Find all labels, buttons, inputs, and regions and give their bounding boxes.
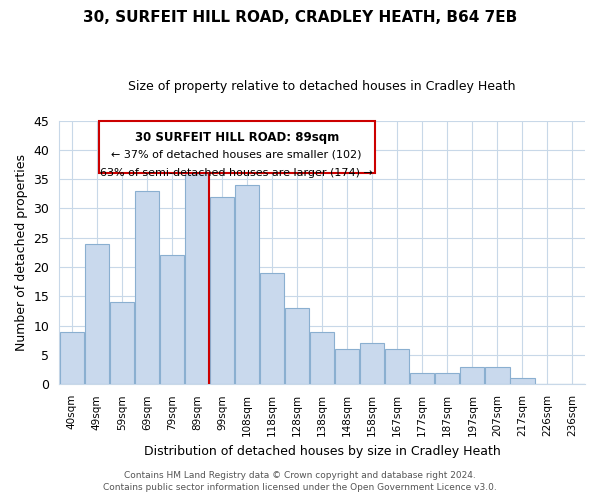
X-axis label: Distribution of detached houses by size in Cradley Heath: Distribution of detached houses by size … [144, 444, 500, 458]
Bar [460, 366, 484, 384]
Title: Size of property relative to detached houses in Cradley Heath: Size of property relative to detached ho… [128, 80, 516, 93]
Bar [435, 372, 460, 384]
Bar [410, 372, 434, 384]
Bar [160, 256, 184, 384]
Bar [260, 273, 284, 384]
Text: 30, SURFEIT HILL ROAD, CRADLEY HEATH, B64 7EB: 30, SURFEIT HILL ROAD, CRADLEY HEATH, B6… [83, 10, 517, 25]
Bar [510, 378, 535, 384]
Text: 63% of semi-detached houses are larger (174) →: 63% of semi-detached houses are larger (… [100, 168, 373, 178]
FancyBboxPatch shape [98, 120, 374, 174]
Bar [335, 349, 359, 384]
Bar [85, 244, 109, 384]
Bar [110, 302, 134, 384]
Bar [285, 308, 309, 384]
Bar [134, 191, 159, 384]
Text: Contains HM Land Registry data © Crown copyright and database right 2024.
Contai: Contains HM Land Registry data © Crown c… [103, 471, 497, 492]
Text: 30 SURFEIT HILL ROAD: 89sqm: 30 SURFEIT HILL ROAD: 89sqm [134, 131, 339, 144]
Bar [210, 197, 234, 384]
Y-axis label: Number of detached properties: Number of detached properties [15, 154, 28, 351]
Bar [235, 185, 259, 384]
Bar [485, 366, 509, 384]
Bar [385, 349, 409, 384]
Text: ← 37% of detached houses are smaller (102): ← 37% of detached houses are smaller (10… [112, 150, 362, 160]
Bar [310, 332, 334, 384]
Bar [185, 174, 209, 384]
Bar [59, 332, 84, 384]
Bar [360, 344, 385, 384]
